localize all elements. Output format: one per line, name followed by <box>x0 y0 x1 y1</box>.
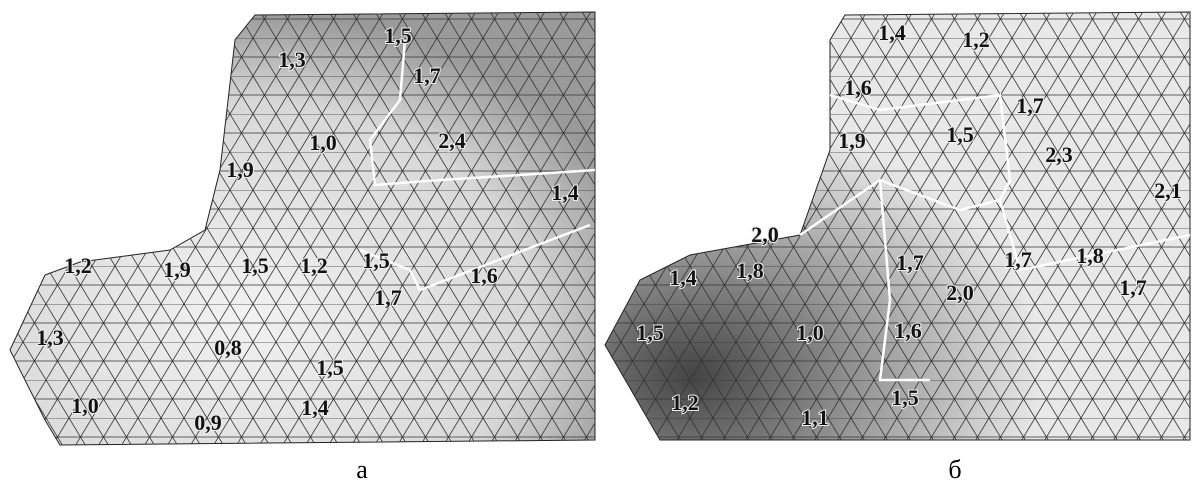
mesh-lines <box>10 12 595 445</box>
label: 1,5 <box>891 385 919 410</box>
label: 1,4 <box>551 180 579 205</box>
label: 1,7 <box>1016 93 1044 118</box>
label: 1,7 <box>1004 247 1032 272</box>
label: 0,8 <box>214 335 242 360</box>
label: 1,2 <box>671 390 699 415</box>
label: 1,3 <box>36 325 64 350</box>
label: 1,2 <box>300 253 328 278</box>
label: 1,6 <box>844 75 872 100</box>
label: 1,2 <box>64 253 92 278</box>
label: 1,8 <box>1076 243 1104 268</box>
label: 1,9 <box>226 157 254 182</box>
label: 1,5 <box>636 320 664 345</box>
label: 1,7 <box>374 285 402 310</box>
label: 1,7 <box>413 63 441 88</box>
label: 0,9 <box>194 410 222 435</box>
label: 2,3 <box>1045 142 1073 167</box>
label: 1,4 <box>301 395 329 420</box>
label: 2,1 <box>1154 178 1182 203</box>
panel-b: 1,4 1,2 1,6 1,7 1,9 1,5 2,3 2,1 2,0 1,7 … <box>605 12 1190 484</box>
label: 1,1 <box>801 405 829 430</box>
label: 1,9 <box>838 128 866 153</box>
label: 1,7 <box>1119 275 1147 300</box>
label: 1,2 <box>962 27 990 52</box>
label: 1,0 <box>796 320 824 345</box>
label: 2,0 <box>751 222 779 247</box>
label: 1,5 <box>946 122 974 147</box>
label: 1,5 <box>241 253 269 278</box>
label: 1,4 <box>669 265 697 290</box>
label: 1,6 <box>470 263 498 288</box>
label: 1,8 <box>736 258 764 283</box>
label: 2,0 <box>946 280 974 305</box>
label: 1,5 <box>362 248 390 273</box>
label: 1,9 <box>163 257 191 282</box>
mesh-lines <box>605 12 1190 440</box>
label: 2,4 <box>438 128 466 153</box>
caption: а <box>356 455 368 484</box>
figure: 1,5 1,3 1,7 1,0 2,4 1,9 1,4 1,9 1,5 1,2 … <box>0 0 1197 491</box>
label: 1,5 <box>384 23 412 48</box>
label: 1,5 <box>316 355 344 380</box>
label: 1,6 <box>894 318 922 343</box>
panel-a: 1,5 1,3 1,7 1,0 2,4 1,9 1,4 1,9 1,5 1,2 … <box>10 12 595 484</box>
label: 1,0 <box>71 393 99 418</box>
label: 1,7 <box>896 250 924 275</box>
label: 1,0 <box>309 130 337 155</box>
label: 1,3 <box>278 47 306 72</box>
caption: б <box>948 455 961 484</box>
label: 1,4 <box>878 20 906 45</box>
